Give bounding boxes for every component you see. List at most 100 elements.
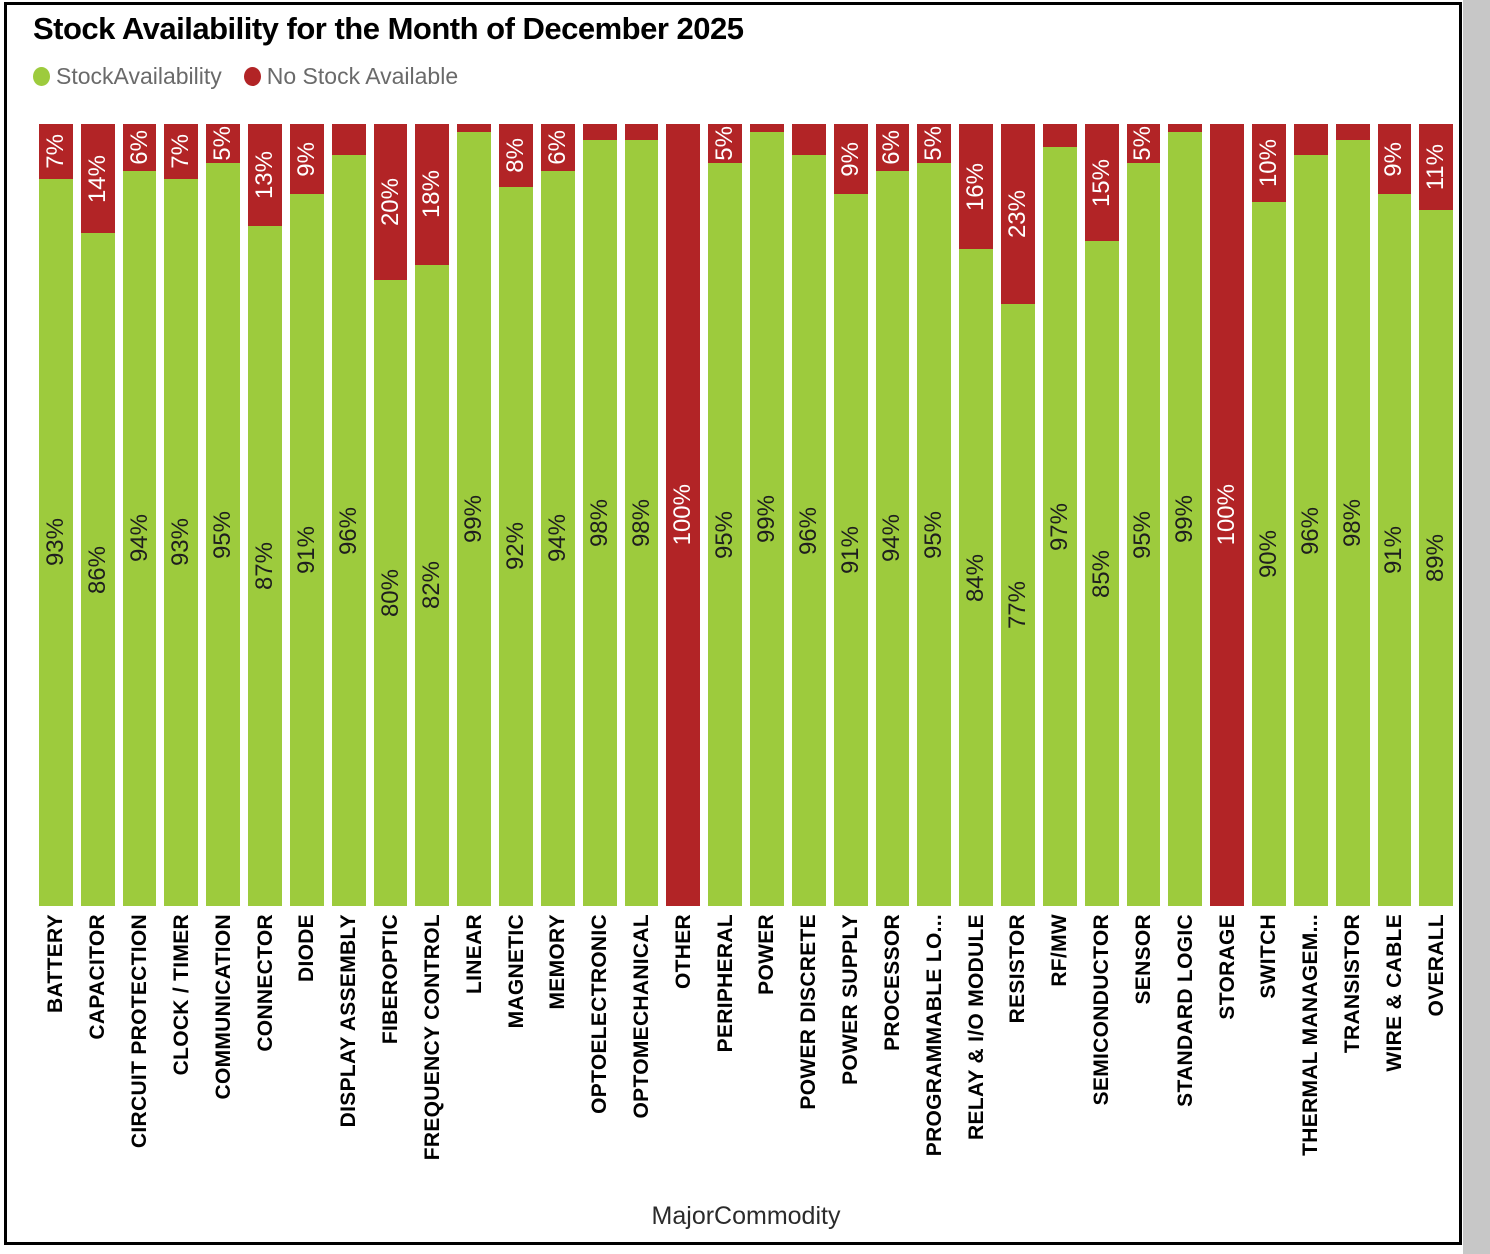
- no-stock-segment[interactable]: 9%: [833, 124, 868, 195]
- bar-column: 7% 93%: [39, 124, 73, 906]
- x-axis-label-cell: STANDARD LOGIC: [1168, 914, 1202, 1202]
- category-label: SENSOR: [1131, 914, 1155, 1005]
- x-axis-label-cell: CLOCK / TIMER: [164, 914, 198, 1202]
- stock-segment[interactable]: 87%: [248, 225, 282, 906]
- no-stock-segment[interactable]: 13%: [248, 124, 282, 226]
- no-stock-segment[interactable]: 20%: [373, 124, 408, 281]
- stock-segment[interactable]: 93%: [39, 178, 73, 906]
- bar-value-label: 6%: [125, 130, 153, 165]
- category-label: CONNECTOR: [253, 914, 277, 1052]
- bar-column: 99%: [750, 124, 784, 906]
- category-label: STANDARD LOGIC: [1173, 914, 1197, 1107]
- no-stock-segment[interactable]: 5%: [1126, 124, 1161, 164]
- x-axis-label-cell: CAPACITOR: [81, 914, 115, 1202]
- stock-segment[interactable]: 96%: [331, 155, 366, 906]
- no-stock-segment[interactable]: 100%: [1210, 124, 1245, 906]
- category-label: WIRE & CABLE: [1382, 914, 1406, 1072]
- no-stock-segment[interactable]: [1293, 124, 1328, 156]
- x-axis-label-cell: MEMORY: [541, 914, 575, 1202]
- stock-segment[interactable]: 94%: [540, 170, 575, 906]
- no-stock-segment[interactable]: 9%: [289, 124, 324, 195]
- no-stock-segment[interactable]: 8%: [499, 124, 533, 187]
- no-stock-segment[interactable]: [791, 124, 826, 156]
- stock-segment[interactable]: 99%: [750, 131, 784, 906]
- category-label: THERMAL MANAGEM...: [1299, 914, 1323, 1156]
- stock-segment[interactable]: 99%: [1168, 131, 1203, 906]
- no-stock-segment[interactable]: 6%: [122, 124, 157, 171]
- bar-column: 9% 91%: [289, 124, 324, 906]
- stock-segment[interactable]: 98%: [624, 139, 659, 906]
- stock-segment[interactable]: 86%: [80, 233, 115, 906]
- x-axis-label-cell: STORAGE: [1210, 914, 1244, 1202]
- no-stock-segment[interactable]: 9%: [1377, 124, 1412, 195]
- bar-column: 98%: [1335, 124, 1370, 906]
- no-stock-segment[interactable]: [1168, 124, 1203, 132]
- no-stock-segment[interactable]: 5%: [708, 124, 743, 164]
- bar-value-label: 6%: [543, 130, 571, 165]
- stock-segment[interactable]: 94%: [875, 170, 910, 906]
- bar-value-label: 91%: [292, 526, 320, 575]
- stock-segment[interactable]: 91%: [833, 194, 868, 906]
- no-stock-segment[interactable]: 6%: [875, 124, 910, 171]
- bar-value-label: 84%: [962, 553, 990, 602]
- no-stock-segment[interactable]: 10%: [1252, 124, 1286, 203]
- no-stock-segment[interactable]: [1042, 124, 1077, 148]
- x-axis-label-cell: THERMAL MANAGEM...: [1294, 914, 1328, 1202]
- bar-value-label: 5%: [920, 126, 948, 161]
- stock-segment[interactable]: 96%: [791, 155, 826, 906]
- legend-item-no-stock-available[interactable]: No Stock Available: [243, 63, 458, 90]
- bar-column: 97%: [1042, 124, 1077, 906]
- no-stock-segment[interactable]: 7%: [164, 124, 199, 179]
- stock-segment[interactable]: 80%: [373, 280, 408, 906]
- no-stock-segment[interactable]: 5%: [917, 124, 952, 164]
- stock-segment[interactable]: 91%: [1377, 194, 1412, 906]
- stock-segment[interactable]: 84%: [959, 249, 994, 906]
- stock-segment[interactable]: 99%: [457, 131, 492, 906]
- stock-segment[interactable]: 92%: [499, 186, 533, 906]
- no-stock-segment[interactable]: [457, 124, 492, 132]
- no-stock-segment[interactable]: 14%: [80, 124, 115, 234]
- stock-segment[interactable]: 95%: [917, 163, 952, 906]
- no-stock-segment[interactable]: 5%: [206, 124, 241, 164]
- stock-segment[interactable]: 82%: [415, 264, 450, 906]
- stock-segment[interactable]: 96%: [1293, 155, 1328, 906]
- stock-segment[interactable]: 91%: [289, 194, 324, 906]
- stock-segment[interactable]: 95%: [206, 163, 241, 906]
- no-stock-segment[interactable]: [750, 124, 784, 132]
- no-stock-segment[interactable]: [582, 124, 617, 140]
- bar-value-label: 86%: [83, 545, 111, 594]
- stock-segment[interactable]: 85%: [1084, 241, 1119, 906]
- stock-segment[interactable]: 89%: [1419, 210, 1454, 906]
- no-stock-segment[interactable]: 15%: [1084, 124, 1119, 242]
- stock-segment[interactable]: 93%: [164, 178, 199, 906]
- stock-segment[interactable]: 90%: [1252, 202, 1286, 906]
- legend-item-stock-availability[interactable]: StockAvailability: [33, 63, 222, 90]
- no-stock-segment[interactable]: 100%: [666, 124, 701, 906]
- x-axis-label-cell: CONNECTOR: [248, 914, 282, 1202]
- bar-column: 99%: [457, 124, 492, 906]
- no-stock-segment[interactable]: [331, 124, 366, 156]
- stock-segment[interactable]: 98%: [1335, 139, 1370, 906]
- category-label: MEMORY: [546, 914, 570, 1010]
- bar-value-label: 87%: [251, 541, 279, 590]
- no-stock-segment[interactable]: 16%: [959, 124, 994, 250]
- bar-column: 99%: [1168, 124, 1203, 906]
- stock-segment[interactable]: 95%: [1126, 163, 1161, 906]
- no-stock-segment[interactable]: 7%: [39, 124, 73, 179]
- stock-segment[interactable]: 98%: [582, 139, 617, 906]
- no-stock-segment[interactable]: [1335, 124, 1370, 140]
- bar-value-label: 98%: [1338, 498, 1366, 547]
- bar-value-label: 16%: [962, 162, 990, 211]
- no-stock-segment[interactable]: 18%: [415, 124, 450, 265]
- no-stock-segment[interactable]: 6%: [540, 124, 575, 171]
- no-stock-segment[interactable]: [624, 124, 659, 140]
- x-axis-label-cell: RF/MW: [1043, 914, 1077, 1202]
- bar-value-label: 94%: [125, 514, 153, 563]
- no-stock-segment[interactable]: 11%: [1419, 124, 1454, 211]
- stock-segment[interactable]: 94%: [122, 170, 157, 906]
- stock-segment[interactable]: 77%: [1001, 303, 1035, 906]
- stock-segment[interactable]: 97%: [1042, 147, 1077, 906]
- x-axis-label-cell: MAGNETIC: [499, 914, 533, 1202]
- stock-segment[interactable]: 95%: [708, 163, 743, 906]
- no-stock-segment[interactable]: 23%: [1001, 124, 1035, 304]
